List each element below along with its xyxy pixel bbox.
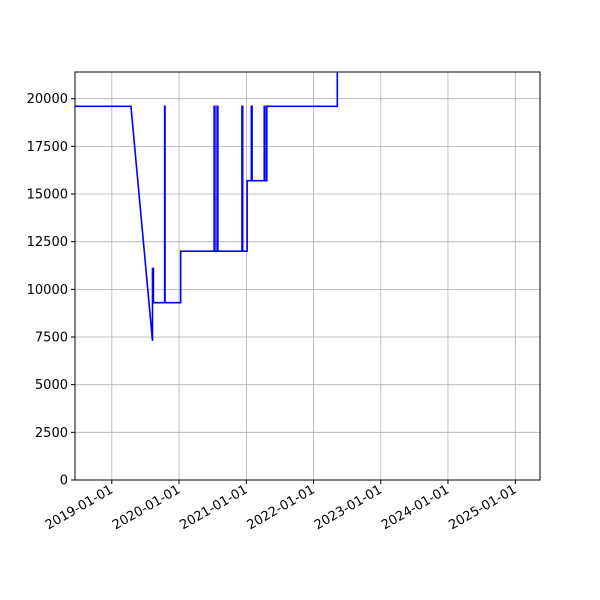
y-tick-label: 12500 bbox=[27, 235, 68, 250]
series-layer bbox=[75, 72, 339, 341]
x-tick-label: 2020-01-01 bbox=[110, 482, 183, 533]
grid bbox=[75, 72, 540, 481]
y-tick-label: 2500 bbox=[35, 426, 68, 441]
x-tick-label: 2023-01-01 bbox=[312, 482, 385, 533]
x-axis: 2019-01-012020-01-012021-01-012022-01-01… bbox=[43, 480, 519, 533]
x-tick-label: 2021-01-01 bbox=[177, 482, 250, 533]
y-tick-label: 20000 bbox=[27, 92, 68, 107]
y-tick-label: 15000 bbox=[27, 188, 68, 203]
series-line-1 bbox=[75, 72, 339, 341]
y-tick-label: 5000 bbox=[35, 378, 68, 393]
x-tick-label: 2019-01-01 bbox=[43, 482, 116, 533]
x-tick-label: 2025-01-01 bbox=[446, 482, 519, 533]
y-tick-label: 17500 bbox=[27, 140, 68, 155]
plot-frame bbox=[74, 71, 541, 481]
y-axis: 0 2500 5000 7500 10000 12500 15000 17500 20000 bbox=[27, 92, 75, 489]
x-tick-label: 2024-01-01 bbox=[379, 482, 452, 533]
x-tick-label: 2022-01-01 bbox=[245, 482, 318, 533]
y-tick-label: 7500 bbox=[35, 331, 68, 346]
y-tick-label: 0 bbox=[60, 474, 68, 489]
y-tick-label: 10000 bbox=[27, 283, 68, 298]
